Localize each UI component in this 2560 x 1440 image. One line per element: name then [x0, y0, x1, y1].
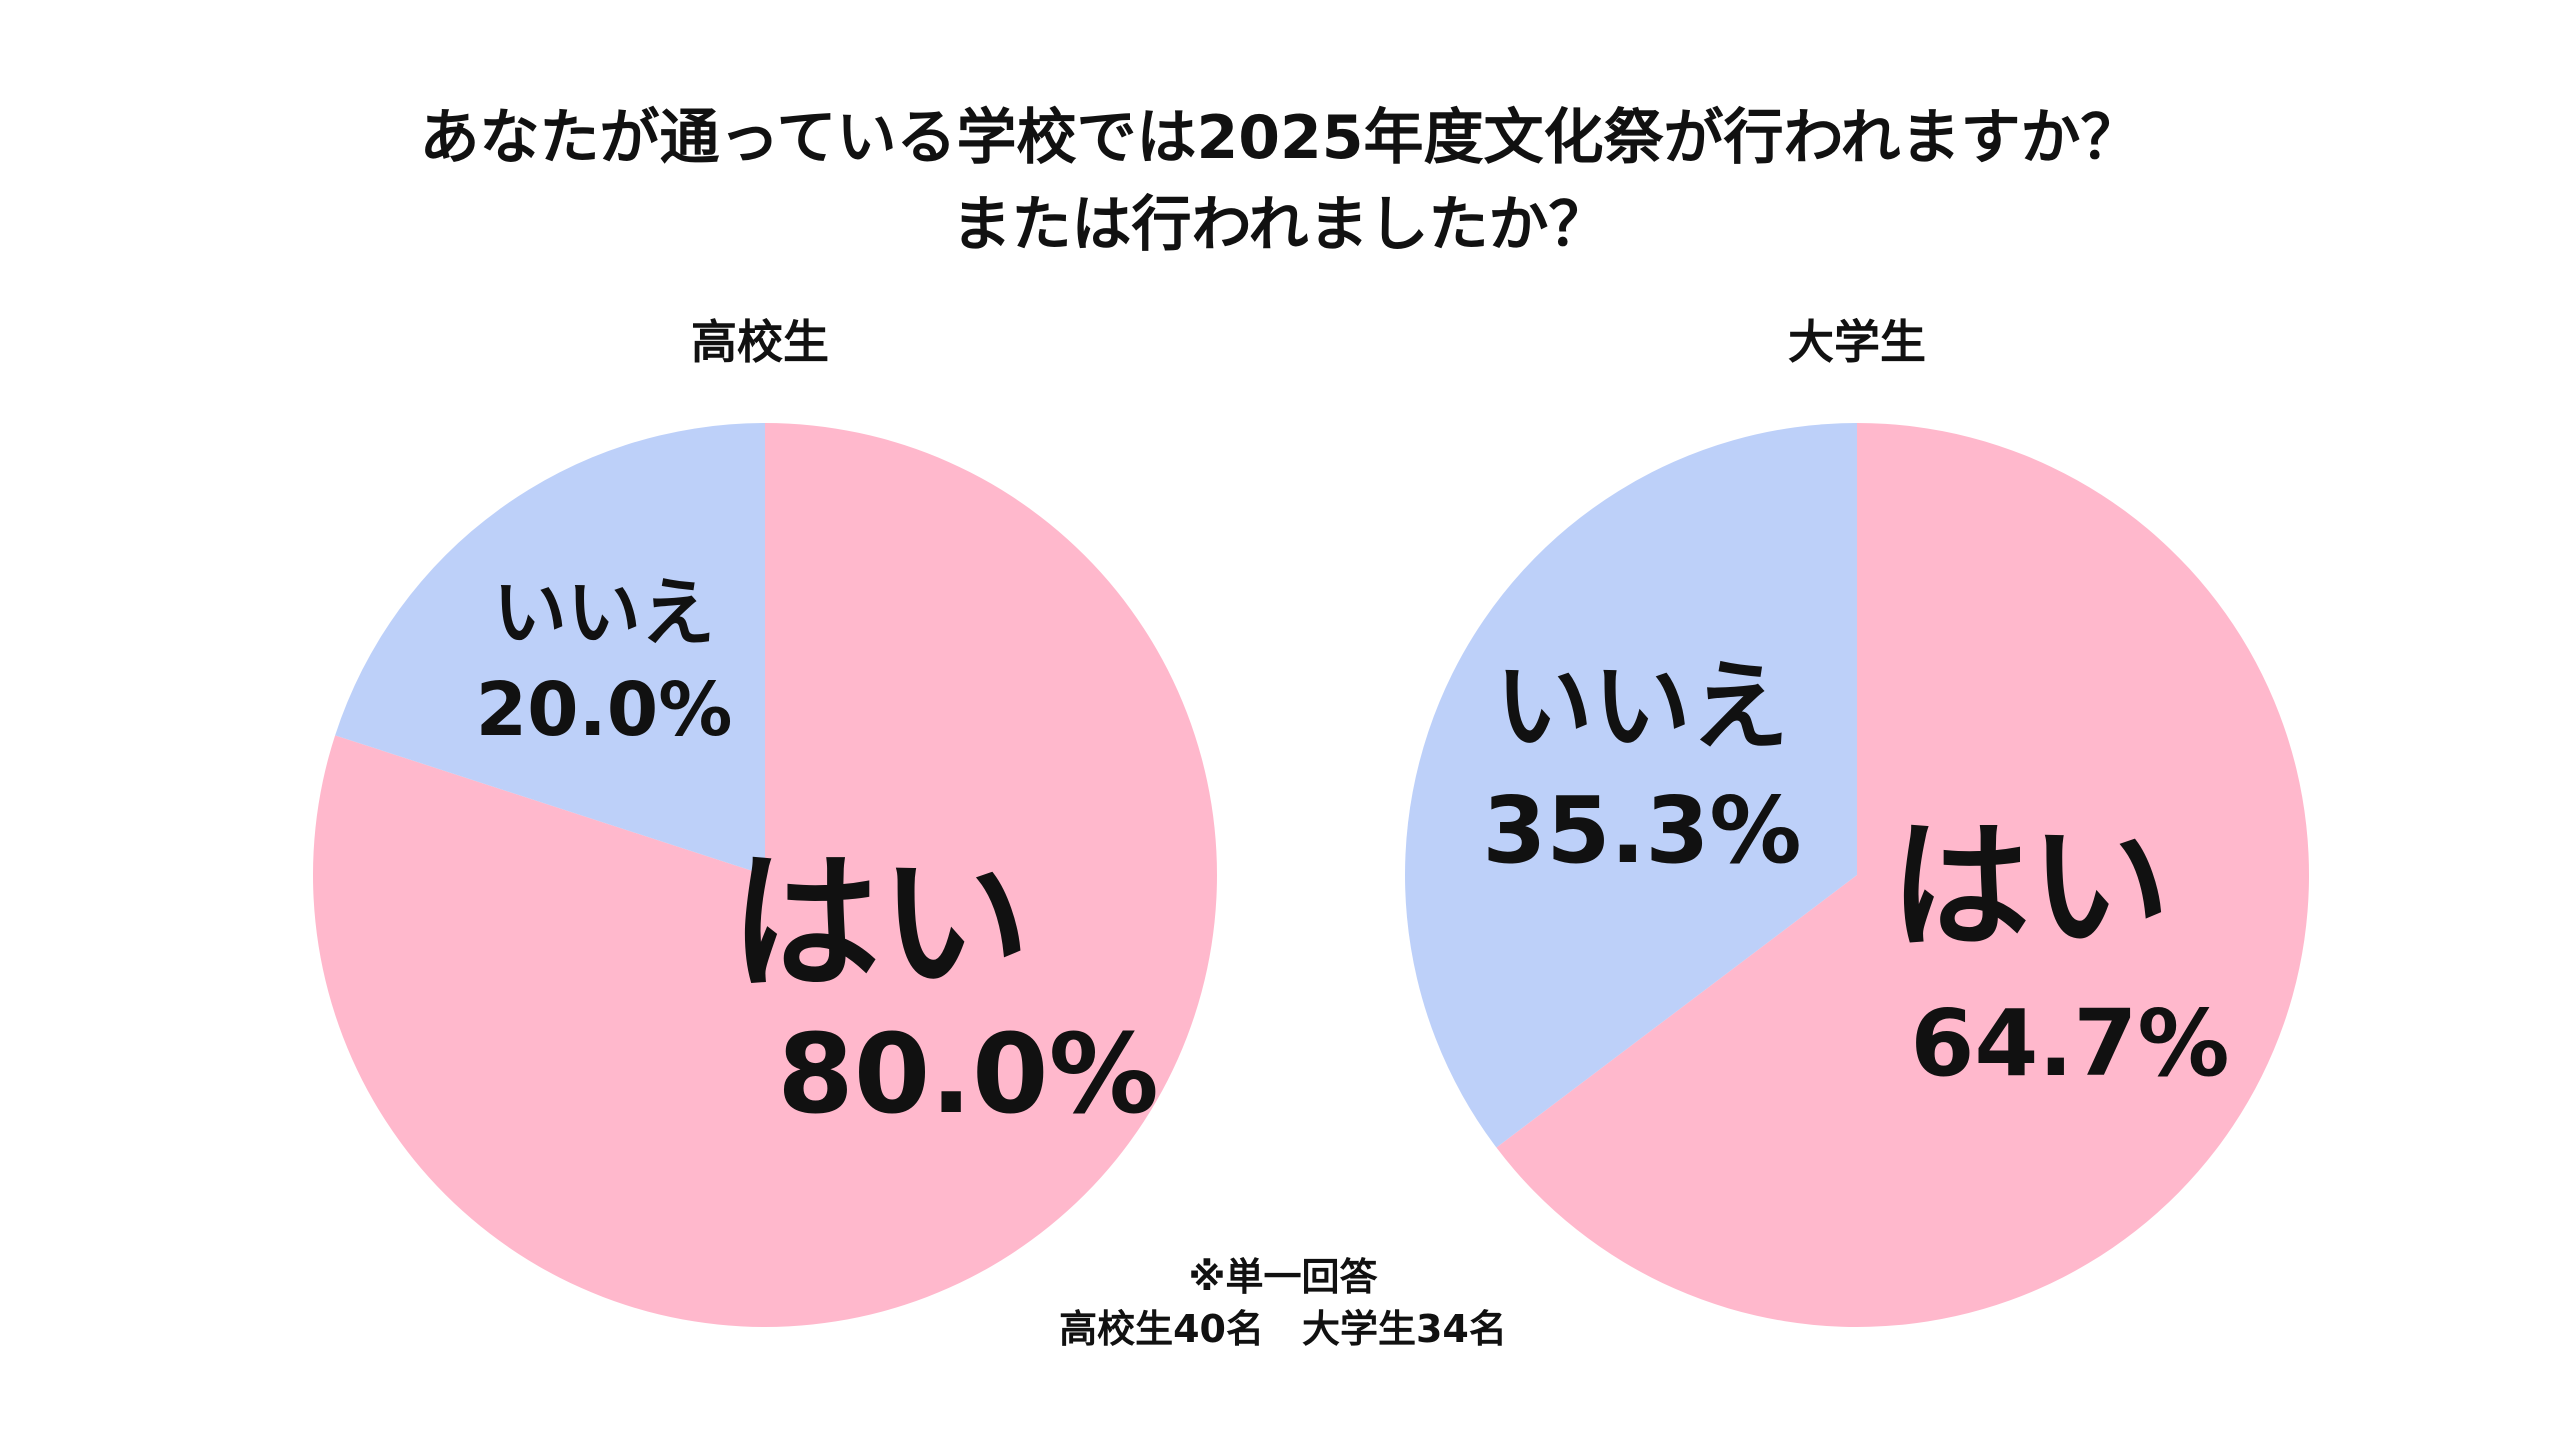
slice-label-no-university: いいえ [1495, 650, 1789, 764]
slice-label-yes-high-school: はい [730, 837, 1030, 1011]
footnote-line2: 高校生40名 大学生34名 [1059, 1307, 1507, 1351]
slice-value-no-university: 35.3% [1482, 777, 1801, 884]
slice-label-no-high-school: いいえ [493, 570, 715, 656]
pie-slices-university [1405, 422, 2310, 1327]
pie-slices-high-school [312, 423, 1217, 1328]
pie-slice-yes-university [1496, 423, 2310, 1327]
figure-title-line2: または行われましたか？ [952, 190, 1609, 260]
footnote-line1: ※単一回答 [1189, 1255, 1379, 1299]
pie-title-university: 大学生 [1788, 315, 1926, 369]
slice-value-yes-high-school: 80.0% [777, 1010, 1159, 1138]
slice-label-yes-university: はい [1890, 806, 2170, 969]
figure-title-line1: あなたが通っている学校では2025年度文化祭が行われますか？ [420, 103, 2141, 173]
slice-value-no-high-school: 20.0% [476, 667, 733, 753]
pie-chart-university: 大学生 はい 64.7% いいえ 35.3% [1405, 315, 2310, 1327]
pie-slice-yes-high-school [312, 423, 1217, 1328]
pie-chart-high-school: 高校生 はい 80.0% いいえ 20.0% [312, 315, 1217, 1328]
pie-title-high-school: 高校生 [691, 315, 829, 369]
pie-slice-no-high-school [335, 423, 765, 875]
slice-value-yes-university: 64.7% [1910, 990, 2229, 1097]
pie-slice-no-university [1405, 422, 1857, 1148]
